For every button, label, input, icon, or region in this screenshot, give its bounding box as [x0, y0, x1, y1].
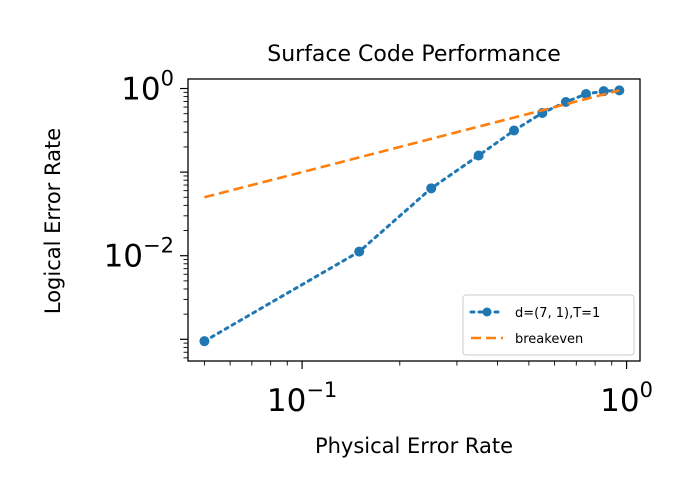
data-point	[473, 150, 484, 161]
data-point	[199, 336, 210, 347]
data-point	[509, 125, 520, 136]
y-tick-label: 100	[121, 67, 174, 108]
axis-ticks: 10−1 100 10−2 100	[104, 67, 653, 419]
legend-label: breakeven	[515, 332, 583, 347]
x-tick-label: 100	[600, 378, 653, 419]
data-point	[354, 246, 365, 257]
y-tick-label: 10−2	[104, 234, 174, 275]
data-point	[581, 88, 592, 99]
x-tick-label: 10−1	[267, 378, 337, 419]
legend-label: d=(7, 1),T=1	[515, 306, 600, 321]
series-line-0	[202, 88, 621, 343]
plot-frame	[187, 78, 641, 362]
legend-box	[462, 294, 635, 356]
legend-marker	[482, 307, 492, 317]
chart-title: Surface Code Performance	[267, 42, 561, 67]
data-point	[426, 183, 437, 194]
plot-area	[187, 78, 641, 362]
series-line-1	[204, 89, 620, 199]
x-axis-label: Physical Error Rate	[315, 434, 513, 458]
data-point	[614, 85, 625, 96]
legend: d=(7, 1),T=1 breakeven	[462, 294, 635, 356]
y-axis-label: Logical Error Rate	[41, 128, 65, 314]
